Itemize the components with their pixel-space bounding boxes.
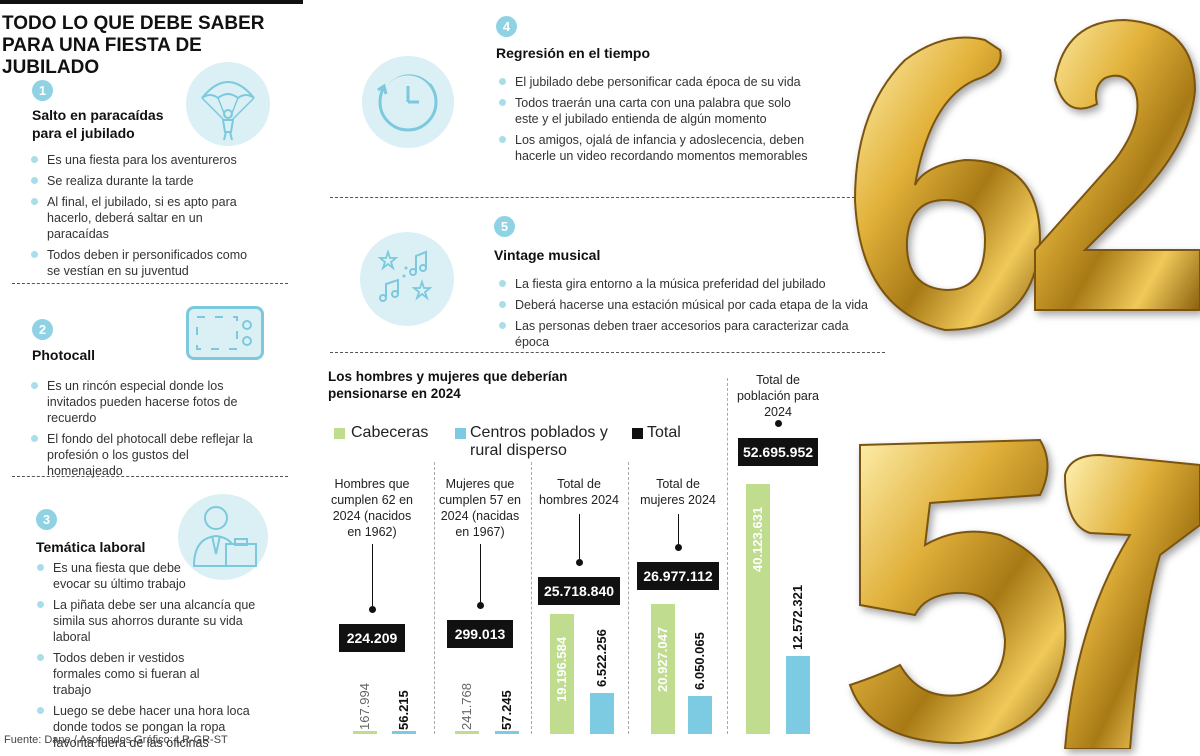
value-label-rural: 12.572.321 [790, 584, 805, 650]
section-3-title: Temática laboral [36, 539, 146, 555]
bar-rural [590, 693, 614, 734]
top-rule [0, 0, 303, 4]
leader-dot [576, 559, 583, 566]
section-5-title: Vintage musical [494, 247, 601, 263]
businessman-icon [178, 494, 268, 580]
section-2-number: 2 [32, 319, 53, 340]
section-3-number: 3 [36, 509, 57, 530]
list-item: La fiesta gira entorno a la música prefe… [498, 276, 868, 292]
list-item: Los amigos, ojalá de infancia y adoslece… [498, 132, 818, 164]
column-separator [434, 462, 435, 734]
bar-cabeceras [746, 484, 770, 734]
column-separator [727, 378, 728, 734]
section-5-number: 5 [494, 216, 515, 237]
footer-source: Fuente: Dane / Asofondos Gráfico: LR-GR-… [4, 734, 228, 746]
leader-dot [775, 420, 782, 427]
leader-dot [369, 606, 376, 613]
total-value: 52.695.952 [738, 438, 818, 466]
list-item: Luego se debe hacer una hora loca donde … [36, 703, 266, 751]
section-4-number: 4 [496, 16, 517, 37]
section-1-bullets: Es una fiesta para los aventureros Se re… [30, 152, 255, 284]
section-4-title: Regresión en el tiempo [496, 45, 651, 61]
group-label: Total de mujeres 2024 [640, 477, 716, 507]
group-label: Total de población para 2024 [736, 373, 819, 419]
list-item: Deberá hacerse una estación músical por … [498, 297, 868, 313]
music-notes-icon [360, 232, 454, 326]
legend-label-cabeceras: Cabeceras [351, 424, 429, 441]
list-item: El fondo del photocall debe reflejar la … [30, 431, 260, 479]
value-label-rural: 56.215 [396, 690, 411, 730]
bar-cabeceras [353, 731, 377, 734]
group-label: Hombres que cumplen 62 en 2024 (nacidos … [330, 477, 413, 539]
section-3-bullets: Es una fiesta que debe evocar su último … [36, 560, 266, 756]
section-5-bullets: La fiesta gira entorno a la música prefe… [498, 276, 868, 355]
list-item: Al final, el jubilado, si es apto para h… [30, 194, 255, 242]
legend-swatch-rural [455, 428, 466, 439]
total-value: 299.013 [447, 620, 513, 648]
parachute-icon [186, 62, 270, 146]
leader-line [372, 544, 373, 606]
leader-dot [477, 602, 484, 609]
list-item: Todos deben ir personificados como se ve… [30, 247, 255, 279]
section-1-number: 1 [32, 80, 53, 101]
bar-cabeceras [455, 731, 479, 734]
list-item: La piñata debe ser una alcancía que simi… [36, 597, 266, 645]
column-separator [628, 462, 629, 734]
value-label-rural: 6.050.065 [692, 632, 707, 690]
section-2-title: Photocall [32, 347, 96, 363]
group-label: Mujeres que cumplen 57 en 2024 (nacidas … [438, 477, 521, 539]
value-label-cabeceras: 167.994 [357, 683, 372, 730]
legend-label-rural: Centros poblados y rural disperso [470, 424, 608, 459]
total-value: 25.718.840 [538, 577, 620, 605]
bar-rural [688, 696, 712, 734]
divider [330, 352, 885, 353]
chart-title: Los hombres y mujeres que deberían pensi… [328, 369, 568, 401]
leader-line [480, 544, 481, 602]
clock-icon [362, 56, 454, 148]
value-label-cabeceras: 20.927.047 [655, 626, 670, 692]
legend-label-total: Total [647, 424, 681, 441]
bar-rural [786, 656, 810, 734]
section-2-bullets: Es un rincón especial donde los invitado… [30, 378, 260, 484]
section-4-bullets: El jubilado debe personificar cada época… [498, 74, 818, 169]
list-item: Es una fiesta que debe evocar su último … [36, 560, 266, 592]
bar-rural [392, 731, 416, 734]
legend-swatch-cabeceras [334, 428, 345, 439]
bar-cabeceras [651, 604, 675, 734]
list-item: El jubilado debe personificar cada época… [498, 74, 818, 90]
leader-dot [675, 544, 682, 551]
total-value: 224.209 [339, 624, 405, 652]
leader-line [579, 514, 580, 559]
photo-frame-icon [186, 306, 264, 360]
balloon-62-image [835, 0, 1200, 350]
divider [12, 283, 288, 284]
balloon-57-image [840, 425, 1200, 749]
bar-cabeceras [550, 614, 574, 734]
leader-line [678, 514, 679, 544]
list-item: Se realiza durante la tarde [30, 173, 255, 189]
divider [330, 197, 880, 198]
list-item: Es un rincón especial donde los invitado… [30, 378, 260, 426]
legend-swatch-total [632, 428, 643, 439]
section-1-title: Salto en paracaídas para el jubilado [32, 107, 164, 141]
group-label: Total de hombres 2024 [539, 477, 619, 507]
page-title: TODO LO QUE DEBE SABER PARA UNA FIESTA D… [2, 13, 265, 78]
divider [12, 476, 288, 477]
list-item: Es una fiesta para los aventureros [30, 152, 255, 168]
value-label-cabeceras: 19.196.584 [554, 636, 569, 702]
list-item: Todos deben ir vestidos formales como si… [36, 650, 266, 698]
bar-rural [495, 731, 519, 734]
list-item: Todos traerán una carta con una palabra … [498, 95, 818, 127]
column-separator [531, 462, 532, 734]
value-label-rural: 6.522.256 [594, 629, 609, 687]
value-label-cabeceras: 40.123.631 [750, 506, 765, 572]
value-label-cabeceras: 241.768 [459, 683, 474, 730]
list-item: Las personas deben traer accesorios para… [498, 318, 868, 350]
total-value: 26.977.112 [637, 562, 719, 590]
value-label-rural: 57.245 [499, 690, 514, 730]
